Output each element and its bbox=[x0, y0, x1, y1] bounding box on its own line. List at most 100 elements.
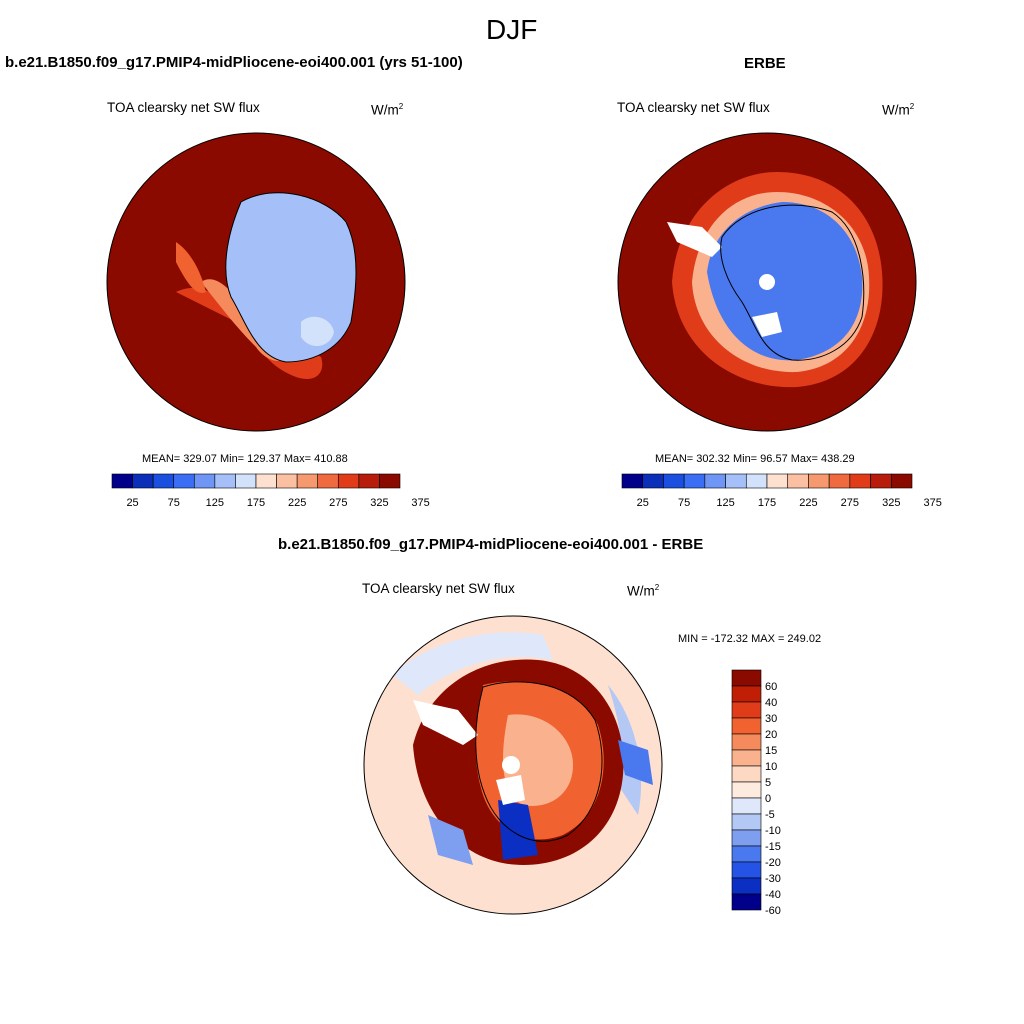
model-variable-label: TOA clearsky net SW flux bbox=[107, 100, 260, 115]
diff-colorbar-swatch bbox=[731, 717, 762, 735]
diff-colorbar-swatch bbox=[731, 701, 762, 719]
model-colorbar-tick-label: 125 bbox=[206, 497, 224, 509]
obs-colorbar-swatch bbox=[663, 473, 685, 489]
obs-missing-data bbox=[667, 222, 722, 257]
obs-colorbar-tick-label: 75 bbox=[678, 497, 690, 509]
diff-colorbar-tick-label: 60 bbox=[765, 681, 777, 693]
diff-missing-data bbox=[413, 700, 478, 745]
diff-colorbar-swatch bbox=[731, 797, 762, 815]
diff-coastline bbox=[475, 681, 603, 842]
model-colorbar-swatch bbox=[296, 473, 319, 489]
diff-colorbar-tick-label: -20 bbox=[765, 857, 781, 869]
obs-colorbar-swatch bbox=[766, 473, 789, 489]
diff-colorbar-swatch bbox=[731, 749, 762, 767]
diff-units-label: W/m2 bbox=[627, 583, 660, 599]
obs-colorbar-tick-label: 325 bbox=[882, 497, 900, 509]
obs-colorbar-swatch bbox=[828, 473, 851, 489]
obs-colorbar: 25 75 125 175 225 275 325 375 bbox=[621, 473, 942, 509]
diff-colorbar: 60 40 30 20 15 10 5 0 -5 -10 -15 -20 -30 -40 -60 bbox=[731, 669, 781, 917]
model-colorbar-swatch bbox=[337, 473, 360, 489]
model-colorbar-swatch bbox=[111, 473, 133, 489]
diff-polar-hole bbox=[502, 756, 520, 774]
diff-colorbar-swatch bbox=[731, 733, 762, 751]
diff-colorbar-tick-label: -60 bbox=[765, 905, 781, 917]
diff-colorbar-tick-label: -40 bbox=[765, 889, 781, 901]
obs-colorbar-swatch bbox=[745, 473, 768, 489]
diff-colorbar-swatch bbox=[731, 877, 762, 895]
obs-colorbar-tick-label: 175 bbox=[758, 497, 776, 509]
model-colorbar-swatch bbox=[214, 473, 236, 489]
model-colorbar-swatch bbox=[173, 473, 195, 489]
obs-colorbar-swatch bbox=[642, 473, 664, 489]
obs-colorbar-tick-label: 225 bbox=[799, 497, 817, 509]
obs-colorbar-swatch bbox=[890, 473, 913, 489]
obs-colorbar-swatch bbox=[787, 473, 809, 489]
obs-colorbar-swatch bbox=[870, 473, 892, 489]
diff-min-max: MIN = -172.32 MAX = 249.02 bbox=[678, 633, 822, 645]
obs-polar-map bbox=[617, 132, 917, 432]
obs-colorbar-tick-label: 275 bbox=[841, 497, 859, 509]
obs-map-border bbox=[617, 132, 917, 432]
diff-colorbar-swatch bbox=[731, 781, 762, 799]
diff-polar-map bbox=[363, 615, 663, 915]
figure-title: DJF bbox=[486, 14, 538, 45]
diff-colorbar-tick-label: 0 bbox=[765, 793, 771, 805]
diff-colorbar-swatch bbox=[731, 669, 762, 687]
diff-negative-patch bbox=[498, 800, 538, 860]
diff-colorbar-swatch bbox=[731, 861, 762, 879]
obs-polar-hole bbox=[759, 274, 775, 290]
diff-variable-label: TOA clearsky net SW flux bbox=[362, 581, 515, 596]
model-units-label: W/m2 bbox=[371, 102, 404, 118]
obs-colorbar-swatch bbox=[725, 473, 747, 489]
diff-colorbar-swatch bbox=[731, 765, 762, 783]
diff-colorbar-tick-label: 20 bbox=[765, 729, 777, 741]
obs-colorbar-tick-label: 25 bbox=[637, 497, 649, 509]
model-colorbar-swatch bbox=[132, 473, 154, 489]
diff-map-border bbox=[363, 615, 663, 915]
obs-antarctica-field bbox=[707, 202, 863, 361]
obs-colorbar-swatch bbox=[808, 473, 830, 489]
diff-colorbar-tick-label: -30 bbox=[765, 873, 781, 885]
model-colorbar-tick-label: 275 bbox=[329, 497, 347, 509]
model-panel-title: b.e21.B1850.f09_g17.PMIP4-midPliocene-eo… bbox=[5, 54, 463, 71]
model-colorbar-tick-label: 325 bbox=[370, 497, 388, 509]
obs-coastline bbox=[720, 204, 865, 361]
diff-colorbar-tick-label: -10 bbox=[765, 825, 781, 837]
diff-colorbar-tick-label: 5 bbox=[765, 777, 771, 789]
diff-colorbar-tick-label: 10 bbox=[765, 761, 777, 773]
model-colorbar-tick-label: 225 bbox=[288, 497, 306, 509]
model-stats: MEAN= 329.07 Min= 129.37 Max= 410.88 bbox=[142, 453, 348, 465]
model-colorbar-swatch bbox=[379, 473, 401, 489]
model-colorbar-tick-label: 25 bbox=[126, 497, 138, 509]
obs-colorbar-swatch bbox=[621, 473, 644, 489]
diff-colorbar-swatch bbox=[731, 845, 762, 863]
model-map-border bbox=[106, 132, 406, 432]
model-coastline bbox=[225, 192, 357, 363]
model-polar-map bbox=[106, 132, 406, 432]
diff-colorbar-swatch bbox=[731, 893, 762, 911]
model-colorbar: 25 75 125 175 225 275 325 375 bbox=[111, 473, 430, 509]
diff-colorbar-tick-label: -15 bbox=[765, 841, 781, 853]
diff-colorbar-swatch bbox=[731, 685, 762, 703]
model-colorbar-swatch bbox=[193, 473, 216, 489]
diff-colorbar-swatch bbox=[731, 813, 762, 831]
obs-colorbar-tick-label: 375 bbox=[924, 497, 942, 509]
diff-colorbar-tick-label: 15 bbox=[765, 745, 777, 757]
diff-panel-title: b.e21.B1850.f09_g17.PMIP4-midPliocene-eo… bbox=[278, 536, 704, 553]
diff-colorbar-swatch bbox=[731, 829, 762, 847]
obs-variable-label: TOA clearsky net SW flux bbox=[617, 100, 770, 115]
obs-panel-title: ERBE bbox=[744, 55, 786, 72]
model-colorbar-swatch bbox=[358, 473, 380, 489]
diff-colorbar-tick-label: 30 bbox=[765, 713, 777, 725]
obs-colorbar-swatch bbox=[683, 473, 706, 489]
model-colorbar-tick-label: 175 bbox=[247, 497, 265, 509]
model-colorbar-tick-label: 75 bbox=[168, 497, 180, 509]
obs-units-label: W/m2 bbox=[882, 102, 915, 118]
model-colorbar-swatch bbox=[235, 473, 257, 489]
obs-stats: MEAN= 302.32 Min= 96.57 Max= 438.29 bbox=[655, 453, 855, 465]
obs-colorbar-swatch bbox=[849, 473, 871, 489]
diff-colorbar-tick-label: 40 bbox=[765, 697, 777, 709]
model-colorbar-tick-label: 375 bbox=[411, 497, 429, 509]
model-colorbar-swatch bbox=[276, 473, 298, 489]
model-colorbar-swatch bbox=[255, 473, 277, 489]
